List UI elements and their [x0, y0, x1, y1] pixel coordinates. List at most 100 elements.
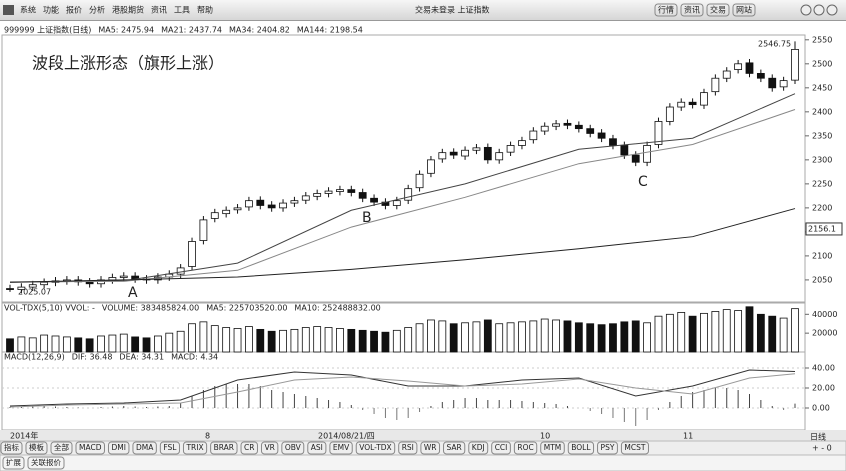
indicator-tab[interactable]: ASI: [311, 443, 323, 452]
indicator-tab-box[interactable]: [281, 441, 305, 455]
indicator-tab[interactable]: MCST: [624, 443, 645, 452]
indicator-tab-box[interactable]: [107, 441, 130, 455]
y-tick-label: 2350: [812, 131, 832, 140]
indicator-tab[interactable]: MACD: [79, 443, 102, 452]
indicator-tab[interactable]: TRIX: [185, 443, 203, 452]
indicator-tab-box[interactable]: [260, 441, 279, 455]
main-panel: [1, 34, 806, 303]
indicator-tab-box[interactable]: [620, 441, 649, 455]
candle-body: [597, 132, 606, 139]
indicator-tab-box[interactable]: [210, 441, 238, 455]
indicator-tab-box[interactable]: [540, 441, 565, 455]
volume-bar: [267, 330, 276, 353]
indicator-tab[interactable]: MTM: [544, 443, 562, 452]
indicator-tab[interactable]: 全部: [54, 442, 69, 452]
indicator-tab-box[interactable]: [50, 441, 73, 455]
bottom-tab-box[interactable]: [2, 456, 25, 470]
indicator-tab-box[interactable]: [398, 441, 418, 455]
y-tick-label: 40000: [812, 310, 837, 319]
indicator-tab[interactable]: VOL-TDX: [359, 443, 391, 452]
indicator-tab-box[interactable]: [182, 441, 208, 455]
candle-body: [609, 138, 617, 146]
x-axis-bar: [0, 430, 846, 441]
indicator-tab[interactable]: 模板: [29, 442, 44, 452]
indicator-tab-box[interactable]: [329, 441, 353, 455]
window-button[interactable]: [813, 4, 825, 16]
indicator-tab-box[interactable]: [159, 441, 180, 455]
volume-bar: [142, 337, 151, 353]
indicator-tab-box[interactable]: [75, 441, 105, 455]
x-axis-label: 2014年: [10, 431, 38, 441]
indicator-tab[interactable]: OBV: [285, 443, 302, 452]
bottom-tab-box[interactable]: [27, 456, 65, 470]
candle-body: [438, 152, 447, 160]
indicator-tab[interactable]: WR: [424, 443, 437, 452]
nav-button-box[interactable]: [732, 3, 756, 17]
indicator-tab[interactable]: ROC: [517, 443, 533, 452]
indicator-tab[interactable]: CR: [244, 443, 254, 452]
indicator-tab[interactable]: CCI: [495, 443, 508, 452]
indicator-tab-box[interactable]: [567, 441, 595, 455]
menu-item: 工具: [174, 6, 190, 15]
indicator-tab[interactable]: VR: [264, 443, 274, 452]
zoom-controls[interactable]: + - 0: [812, 444, 832, 453]
volume-bar: [529, 320, 538, 353]
indicator-tab[interactable]: KDJ: [472, 443, 485, 452]
indicator-tab-box[interactable]: [307, 441, 327, 455]
candle-body: [472, 147, 481, 151]
period[interactable]: 日线: [810, 432, 826, 442]
nav-button[interactable]: 网站: [736, 5, 752, 15]
indicator-tab[interactable]: PSY: [601, 443, 615, 452]
header-item: MA21: 2437.74: [161, 26, 222, 35]
indicator-tab[interactable]: DMI: [111, 443, 125, 452]
nav-button-box[interactable]: [654, 3, 678, 17]
y-tick-label: 0.00: [812, 404, 830, 413]
menu-item: 分析: [89, 5, 105, 15]
window-button[interactable]: [826, 4, 838, 16]
x-axis-label: 2014/08/21/四: [318, 432, 375, 441]
indicator-tab-box[interactable]: [597, 441, 618, 455]
indicator-tab-box[interactable]: [240, 441, 258, 455]
candle-body: [552, 123, 560, 127]
indicator-tab[interactable]: BOLL: [571, 443, 591, 452]
nav-button-box[interactable]: [680, 3, 704, 17]
indicator-tab[interactable]: RSI: [402, 443, 414, 452]
nav-button[interactable]: 行情: [658, 5, 674, 15]
indicator-tab[interactable]: FSL: [163, 443, 177, 452]
ma-line: [9, 93, 796, 283]
volume-bar: [506, 322, 515, 353]
indicator-tab-box[interactable]: [420, 441, 441, 455]
volume-bar: [461, 322, 469, 353]
volume-bar: [756, 313, 765, 353]
nav-button[interactable]: 交易: [710, 5, 726, 15]
indicator-tab[interactable]: EMV: [333, 443, 350, 452]
window-button[interactable]: [800, 4, 812, 16]
indicator-tab-box[interactable]: [491, 441, 511, 455]
indicator-tab-box[interactable]: [0, 441, 23, 455]
indicator-tab-box[interactable]: [468, 441, 489, 455]
volume-bar: [768, 315, 777, 353]
bottom-tab[interactable]: 关联报价: [31, 457, 61, 467]
indicator-tab[interactable]: DMA: [136, 443, 154, 452]
volume-bar: [256, 328, 265, 353]
indicator-tab-box[interactable]: [25, 441, 48, 455]
indicator-tab[interactable]: SAR: [447, 443, 462, 452]
indicator-tab[interactable]: 指标: [4, 442, 19, 452]
logo: [3, 5, 14, 15]
bottom-bar: [0, 454, 846, 471]
indicator-tab-box[interactable]: [443, 441, 466, 455]
nav-button[interactable]: 资讯: [684, 5, 700, 15]
indicator-tab-box[interactable]: [355, 441, 396, 455]
indicator-tab-box[interactable]: [132, 441, 157, 455]
bottom-tab[interactable]: 扩展: [6, 457, 21, 467]
header-item: MACD(12,26,9): [4, 353, 65, 362]
volume-bar: [438, 320, 447, 353]
candle-body: [722, 70, 731, 79]
indicator-tab[interactable]: BRAR: [214, 443, 234, 452]
indicator-tab-box[interactable]: [513, 441, 538, 455]
volume-bar: [472, 321, 481, 353]
candle-body: [267, 204, 276, 209]
menu-item: 港股期货: [112, 5, 144, 15]
nav-button-box[interactable]: [706, 3, 730, 17]
